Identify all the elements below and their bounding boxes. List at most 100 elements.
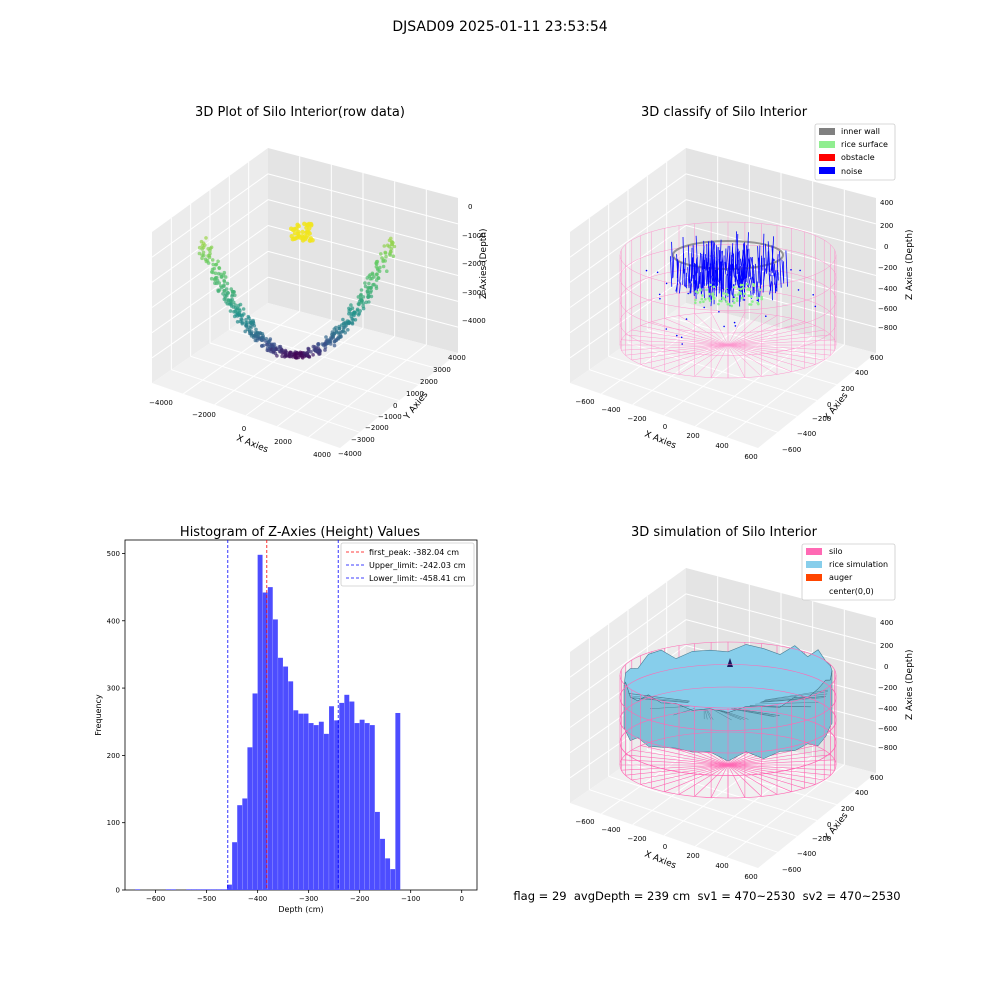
raw-point: [238, 302, 243, 307]
raw-point: [308, 238, 313, 243]
raw-point: [265, 342, 269, 347]
noise-point: [680, 336, 683, 339]
histogram-bar: [344, 694, 350, 890]
raw-point: [219, 284, 223, 288]
silo-spoke: [727, 764, 746, 798]
raw-point: [213, 281, 217, 286]
rice-surface-point: [735, 299, 739, 303]
raw-ytick: 2000: [420, 378, 438, 386]
legend-label: Upper_limit: -242.03 cm: [369, 561, 466, 570]
raw-point: [323, 348, 327, 352]
surface-mesh-line: [649, 706, 690, 710]
rice-surface-point: [711, 293, 714, 297]
raw-point: [268, 344, 272, 349]
histogram-bar: [385, 858, 391, 890]
legend-label: first_peak: -382.04 cm: [369, 548, 459, 557]
classify-xtick: 400: [715, 442, 728, 450]
histogram-bar: [135, 889, 141, 890]
raw-point: [359, 288, 364, 292]
raw-point: [363, 284, 368, 289]
raw-point: [223, 296, 228, 301]
noise-point: [758, 257, 761, 290]
histogram-bar: [323, 733, 329, 890]
raw-point: [197, 251, 202, 256]
noise-point: [765, 243, 767, 274]
xtick-label: −100: [401, 895, 420, 903]
histogram-bar: [232, 842, 238, 890]
silo-spoke: [678, 344, 729, 375]
silo-spoke: [727, 344, 746, 378]
raw-ztick: −3000: [462, 289, 486, 297]
rice-surface-point: [735, 297, 739, 300]
silo-spoke: [621, 764, 729, 771]
legend-label: rice surface: [841, 140, 888, 149]
rice-surface-point: [756, 296, 759, 300]
raw-point: [249, 320, 254, 325]
raw-ztick: −4000: [462, 317, 486, 325]
rice-surface-point: [702, 300, 705, 304]
legend-label: silo: [829, 547, 843, 556]
histogram-xticks: −600 −500 −400 −300 −200 −100 0: [146, 890, 464, 903]
silo-spoke: [727, 321, 805, 346]
raw-xtick: 0: [242, 425, 246, 433]
noise-point: [706, 264, 709, 285]
legend-label: inner wall: [841, 127, 880, 136]
noise-point: [693, 263, 695, 292]
raw-point: [298, 235, 303, 240]
raw-point: [253, 330, 258, 335]
silo-spoke: [640, 745, 729, 766]
histogram-bar: [242, 798, 248, 890]
histogram-bar: [303, 713, 309, 890]
surface-mesh-line: [731, 708, 774, 717]
raw-point: [307, 231, 312, 236]
noise-point: [718, 311, 720, 313]
silo-spoke: [727, 344, 835, 351]
classify-zlabel: Z Axies (Depth): [905, 229, 915, 300]
noise-point: [812, 294, 814, 296]
histogram-bar: [227, 884, 232, 890]
surface-mesh-line: [749, 705, 812, 707]
surface-mesh-line: [763, 691, 828, 701]
raw-point: [211, 262, 215, 267]
raw-point: [328, 342, 333, 346]
rice-surface-point: [704, 298, 707, 301]
noise-point: [665, 328, 668, 330]
legend-label: noise: [841, 167, 862, 176]
histogram-bar: [298, 713, 304, 890]
raw-point: [384, 254, 388, 259]
raw-point: [277, 345, 282, 349]
rice-surface-point: [712, 285, 716, 289]
raw-data-plot: 3D Plot of Silo Interior(row data) −4000…: [149, 105, 489, 459]
silo-spoke: [727, 764, 816, 785]
histogram-bar: [211, 889, 217, 890]
surface-mesh-line: [764, 689, 829, 701]
gridline: [308, 344, 427, 438]
silo-spoke: [640, 344, 729, 365]
simulation-ytick: −600: [782, 866, 801, 874]
rice-surface-point: [708, 299, 712, 302]
raw-point: [328, 339, 332, 343]
noise-point: [684, 257, 686, 287]
noise-point: [675, 283, 678, 292]
rice-surface-point: [743, 292, 747, 296]
raw-point: [247, 329, 252, 334]
noise-point: [681, 343, 683, 345]
classify-points: [645, 231, 817, 345]
raw-point: [316, 343, 321, 347]
noise-point: [709, 241, 712, 274]
silo-spoke: [727, 313, 762, 346]
noise-point: [727, 258, 730, 294]
raw-xtick: 2000: [274, 438, 292, 446]
noise-point: [767, 241, 771, 272]
histogram-bar: [288, 681, 294, 890]
histogram-bar: [313, 725, 319, 890]
raw-point: [240, 313, 245, 318]
surface-mesh-line: [629, 695, 689, 703]
rice-surface-point: [756, 301, 759, 305]
silo-spoke: [625, 344, 729, 356]
histogram-bar: [369, 725, 375, 890]
noise-point: [750, 276, 753, 288]
silo-spoke: [625, 764, 729, 776]
simulation-ytick: 200: [841, 805, 854, 813]
raw-point: [280, 348, 285, 353]
